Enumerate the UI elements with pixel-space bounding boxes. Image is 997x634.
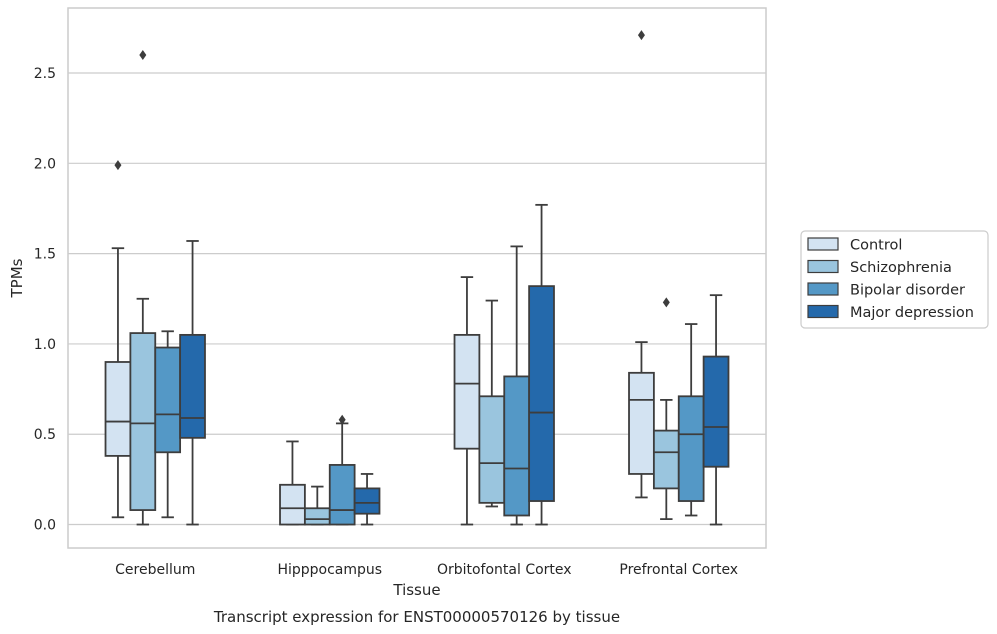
box-iqr bbox=[528, 285, 555, 502]
box-major-depression bbox=[702, 294, 730, 526]
box-iqr bbox=[677, 395, 705, 502]
box-iqr bbox=[453, 333, 481, 450]
box-control bbox=[279, 440, 306, 526]
y-axis-label: TPMs bbox=[8, 258, 26, 298]
box-iqr bbox=[303, 507, 331, 526]
box-iqr bbox=[503, 375, 531, 517]
box-iqr bbox=[652, 429, 680, 490]
box-control bbox=[628, 30, 655, 499]
x-tick-label: Hipppocampus bbox=[277, 562, 382, 578]
outlier-point bbox=[338, 414, 346, 425]
box-major-depression bbox=[179, 240, 206, 526]
legend: Control Schizophrenia Bipolar disorder Majo… bbox=[800, 230, 989, 329]
x-tick-label: Prefrontal Cortex bbox=[619, 562, 738, 578]
y-tick-labels: 0.0 0.5 1.0 1.5 2.0 2.5 bbox=[34, 66, 56, 534]
x-axis-label: Tissue bbox=[392, 581, 440, 599]
box-schizophrenia bbox=[652, 297, 680, 521]
box-iqr bbox=[279, 483, 306, 526]
box-iqr bbox=[328, 464, 356, 526]
box-iqr bbox=[104, 361, 132, 457]
box-iqr bbox=[129, 332, 157, 511]
box-iqr bbox=[179, 333, 206, 439]
outlier-point bbox=[662, 297, 670, 308]
x-tick-labels: Cerebellum Hipppocampus Orbitofontal Corte… bbox=[115, 562, 738, 578]
box-iqr bbox=[478, 395, 506, 504]
legend-swatch bbox=[807, 282, 839, 296]
y-tick-label: 2.5 bbox=[34, 66, 56, 82]
legend-label: Schizophrenia bbox=[850, 260, 952, 276]
outlier-point bbox=[114, 160, 122, 171]
chart-title: Transcript expression for ENST0000057012… bbox=[213, 608, 620, 626]
box-control bbox=[453, 276, 481, 526]
legend-label: Major depression bbox=[850, 305, 974, 321]
plot-frame bbox=[67, 7, 767, 549]
legend-label: Bipolar disorder bbox=[850, 283, 965, 299]
box-schizophrenia bbox=[478, 299, 506, 508]
box-major-depression bbox=[353, 473, 381, 526]
legend-swatch bbox=[807, 304, 839, 319]
outlier-point bbox=[139, 49, 147, 60]
legend-label: Control bbox=[850, 238, 902, 254]
box-iqr bbox=[154, 346, 182, 454]
x-tick-label: Cerebellum bbox=[115, 562, 195, 578]
box-control bbox=[104, 160, 132, 519]
box-iqr bbox=[702, 355, 730, 468]
x-tick-label: Orbitofontal Cortex bbox=[437, 562, 572, 578]
box-bipolar-disorder bbox=[677, 323, 705, 517]
y-tick-label: 2.0 bbox=[34, 156, 56, 172]
box-schizophrenia bbox=[129, 49, 157, 526]
y-tick-label: 1.5 bbox=[34, 247, 56, 263]
box-bipolar-disorder bbox=[154, 330, 182, 519]
box-major-depression bbox=[528, 203, 555, 526]
y-tick-label: 0.0 bbox=[34, 518, 56, 534]
box-series-layer bbox=[104, 30, 730, 526]
box-iqr bbox=[353, 487, 381, 515]
box-bipolar-disorder bbox=[503, 245, 531, 526]
legend-frame bbox=[800, 230, 989, 329]
outlier-point bbox=[637, 30, 645, 41]
y-tick-label: 0.5 bbox=[34, 427, 56, 443]
y-tick-label: 1.0 bbox=[34, 337, 56, 353]
legend-swatch bbox=[807, 237, 839, 251]
box-bipolar-disorder bbox=[328, 414, 356, 526]
box-schizophrenia bbox=[303, 485, 331, 526]
box-iqr bbox=[628, 371, 655, 475]
legend-swatch bbox=[807, 259, 839, 274]
